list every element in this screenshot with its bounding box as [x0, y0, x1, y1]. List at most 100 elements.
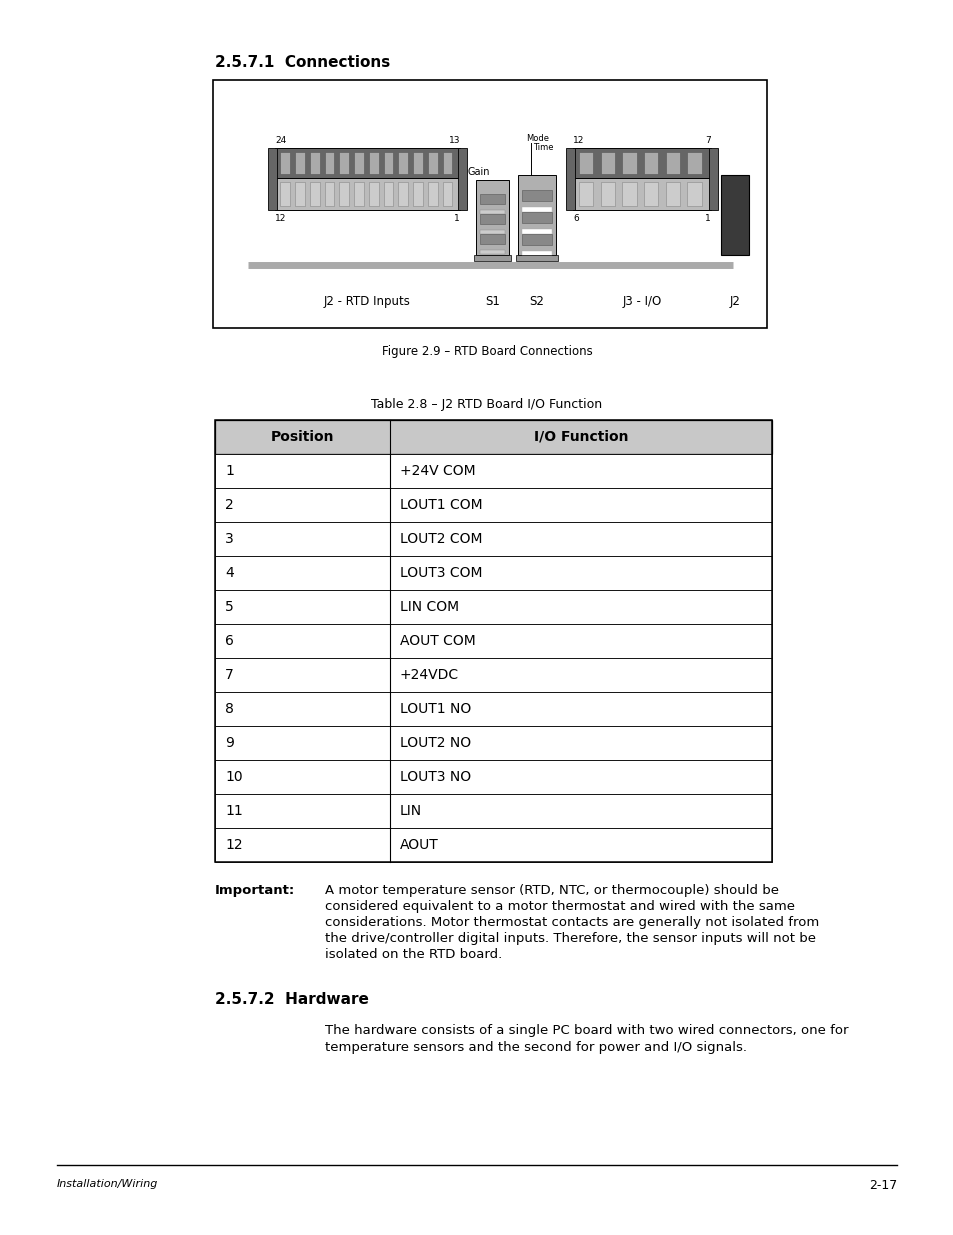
Bar [294, 182, 305, 206]
Bar [687, 152, 700, 174]
Text: The hardware consists of a single PC board with two wired connectors, one for: The hardware consists of a single PC boa… [325, 1024, 847, 1037]
Bar [521, 212, 552, 224]
Text: temperature sensors and the second for power and I/O signals.: temperature sensors and the second for p… [325, 1041, 746, 1053]
Bar [214, 556, 771, 590]
Text: considered equivalent to a motor thermostat and wired with the same: considered equivalent to a motor thermos… [325, 900, 794, 913]
Bar [479, 230, 504, 233]
Bar [398, 152, 408, 174]
Text: J3 - I/O: J3 - I/O [621, 295, 661, 308]
Bar [339, 152, 349, 174]
Text: LIN COM: LIN COM [399, 600, 458, 614]
Text: 1: 1 [225, 464, 233, 478]
Bar [521, 251, 552, 256]
Bar [369, 152, 378, 174]
Bar [442, 152, 452, 174]
Text: Table 2.8 – J2 RTD Board I/O Function: Table 2.8 – J2 RTD Board I/O Function [371, 398, 602, 411]
Text: +24VDC: +24VDC [399, 668, 458, 682]
Text: 6: 6 [225, 634, 233, 648]
Bar [214, 658, 771, 692]
Text: AOUT: AOUT [399, 839, 438, 852]
Bar [213, 80, 766, 329]
Text: 9: 9 [225, 736, 233, 750]
Text: Position: Position [271, 430, 334, 445]
Text: Figure 2.9 – RTD Board Connections: Figure 2.9 – RTD Board Connections [381, 345, 592, 358]
Bar [214, 726, 771, 760]
Bar [521, 233, 552, 245]
Text: LIN: LIN [399, 804, 421, 818]
Bar [479, 233, 504, 245]
Bar [214, 760, 771, 794]
Text: 12: 12 [274, 214, 286, 224]
Text: 8: 8 [225, 701, 233, 716]
Bar [516, 254, 558, 261]
Text: Installation/Wiring: Installation/Wiring [57, 1179, 158, 1189]
Bar [214, 794, 771, 827]
Bar [720, 175, 748, 254]
Text: LOUT2 COM: LOUT2 COM [399, 532, 482, 546]
Bar [214, 827, 771, 862]
Bar [354, 182, 363, 206]
Bar [214, 420, 771, 454]
Text: 1: 1 [704, 214, 710, 224]
Text: 2: 2 [225, 498, 233, 513]
Bar [310, 182, 319, 206]
Bar [280, 152, 290, 174]
Text: considerations. Motor thermostat contacts are generally not isolated from: considerations. Motor thermostat contact… [325, 916, 819, 929]
Bar [600, 152, 615, 174]
Bar [573, 178, 710, 210]
Text: 24: 24 [274, 136, 286, 144]
Bar [479, 214, 504, 224]
Text: J2 - RTD Inputs: J2 - RTD Inputs [324, 295, 411, 308]
Text: AOUT COM: AOUT COM [399, 634, 476, 648]
Bar [442, 182, 452, 206]
Bar [521, 207, 552, 212]
Bar [369, 182, 378, 206]
Text: 11: 11 [225, 804, 242, 818]
Bar [280, 182, 290, 206]
Text: 12: 12 [573, 136, 584, 144]
Bar [521, 228, 552, 233]
Bar [643, 182, 658, 206]
Text: LOUT3 NO: LOUT3 NO [399, 769, 471, 784]
Bar [476, 180, 509, 254]
Bar [428, 182, 437, 206]
Bar [708, 148, 718, 210]
Text: the drive/controller digital inputs. Therefore, the sensor inputs will not be: the drive/controller digital inputs. The… [325, 932, 815, 945]
Bar [214, 420, 771, 862]
Text: 13: 13 [448, 136, 459, 144]
Bar [214, 454, 771, 488]
Bar [457, 148, 467, 210]
Text: isolated on the RTD board.: isolated on the RTD board. [325, 948, 501, 961]
Bar [479, 210, 504, 214]
Text: I/O Function: I/O Function [533, 430, 628, 445]
Bar [578, 152, 593, 174]
Bar [354, 152, 363, 174]
Text: 7: 7 [225, 668, 233, 682]
Bar [622, 182, 636, 206]
Text: 2.5.7.1  Connections: 2.5.7.1 Connections [214, 56, 390, 70]
Bar [479, 194, 504, 204]
Bar [383, 152, 393, 174]
Bar [294, 152, 305, 174]
Text: +24V COM: +24V COM [399, 464, 476, 478]
Bar [214, 692, 771, 726]
Bar [383, 182, 393, 206]
Bar [268, 148, 276, 210]
Text: 4: 4 [225, 566, 233, 580]
Bar [665, 152, 679, 174]
Bar [573, 148, 710, 178]
Text: 7: 7 [704, 136, 710, 144]
Bar [274, 148, 459, 178]
Text: Important:: Important: [214, 884, 294, 897]
Bar [474, 254, 511, 261]
Text: A motor temperature sensor (RTD, NTC, or thermocouple) should be: A motor temperature sensor (RTD, NTC, or… [325, 884, 779, 897]
Bar [214, 590, 771, 624]
Bar [428, 152, 437, 174]
Text: LOUT2 NO: LOUT2 NO [399, 736, 471, 750]
Bar [578, 182, 593, 206]
Bar [643, 152, 658, 174]
Bar [622, 152, 636, 174]
Bar [274, 178, 459, 210]
Bar [687, 182, 700, 206]
Text: J2: J2 [729, 295, 740, 308]
